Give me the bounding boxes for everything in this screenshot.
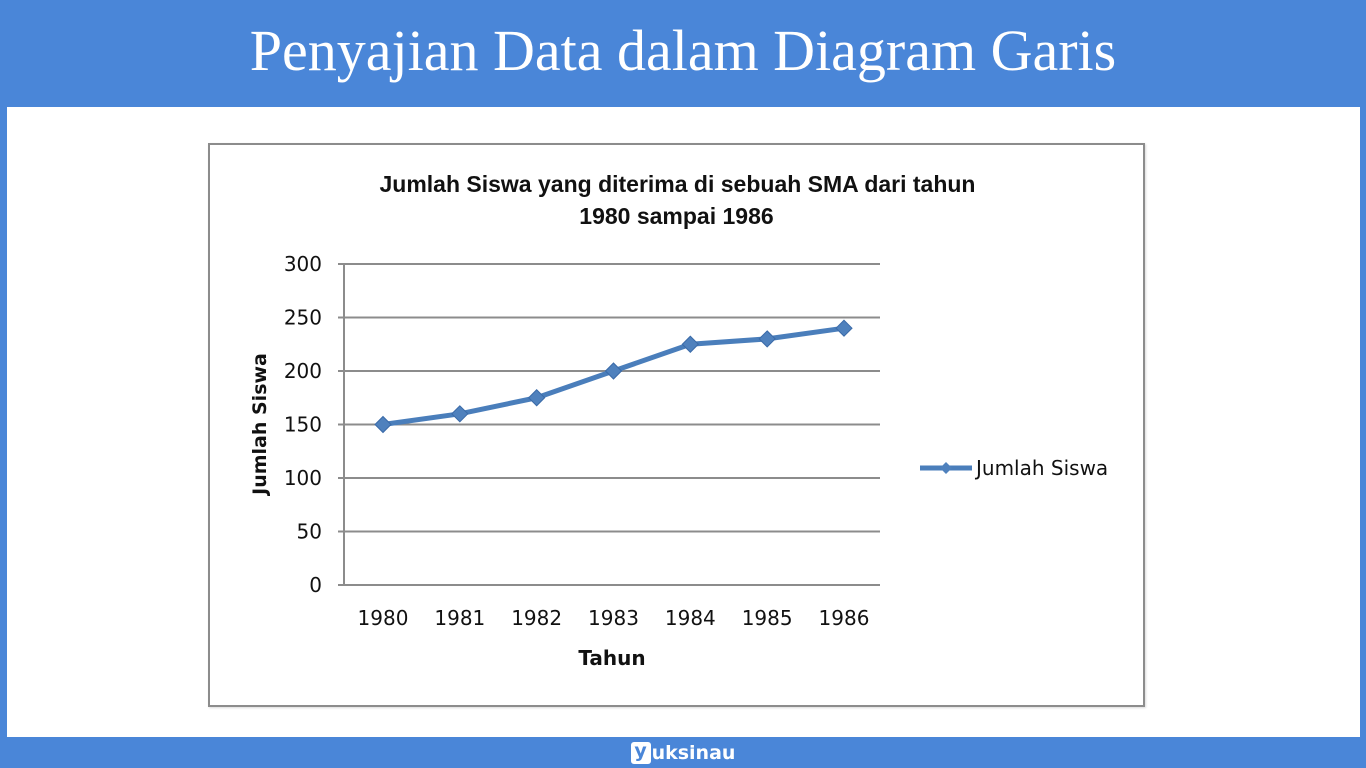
x-axis-title: Tahun — [578, 646, 645, 670]
chart-title: Jumlah Siswa yang diterima di sebuah SMA… — [210, 168, 1143, 232]
chart-frame: Jumlah Siswa yang diterima di sebuah SMA… — [208, 143, 1145, 707]
chart-title-line-2: 1980 sampai 1986 — [579, 203, 774, 229]
y-tick-label: 250 — [284, 306, 322, 330]
line-chart: 0 50 100 150 200 250 300 1980 1981 1982 1983 1984 19… — [249, 252, 1108, 670]
y-tick-label: 300 — [284, 252, 322, 276]
brand-logo: y uksinau — [630, 741, 736, 764]
data-point-marker — [451, 405, 469, 423]
data-point-marker — [681, 335, 700, 353]
x-tick-label: 1985 — [742, 606, 793, 630]
data-point-marker — [758, 330, 776, 348]
y-axis-title: Jumlah Siswa — [249, 353, 271, 497]
y-tick-label: 0 — [309, 573, 322, 597]
brand-badge: y — [630, 741, 651, 764]
data-point-marker — [835, 319, 853, 337]
footer-bar: y uksinau — [0, 737, 1366, 768]
x-tick-label: 1982 — [511, 606, 562, 630]
x-tick-label: 1983 — [588, 606, 639, 630]
x-tick-label: 1986 — [819, 606, 870, 630]
legend-diamond-icon — [940, 462, 952, 474]
header-banner: Penyajian Data dalam Diagram Garis — [0, 0, 1366, 107]
data-point-marker — [374, 415, 392, 434]
x-tick-label: 1981 — [434, 606, 485, 630]
y-tick-label: 200 — [284, 359, 322, 383]
data-point-marker — [604, 362, 623, 380]
x-tick-label: 1980 — [358, 606, 409, 630]
y-tick-label: 100 — [284, 466, 322, 490]
y-tick-label: 50 — [297, 520, 322, 544]
page-title: Penyajian Data dalam Diagram Garis — [249, 18, 1117, 83]
brand-name: uksinau — [651, 741, 736, 764]
x-tick-label: 1984 — [665, 606, 716, 630]
y-tick-label: 150 — [284, 413, 322, 437]
chart-title-line-1: Jumlah Siswa yang diterima di sebuah SMA… — [379, 171, 976, 197]
data-point-marker — [527, 389, 546, 407]
content-panel: Jumlah Siswa yang diterima di sebuah SMA… — [7, 107, 1360, 737]
legend-label: Jumlah Siswa — [974, 456, 1108, 480]
